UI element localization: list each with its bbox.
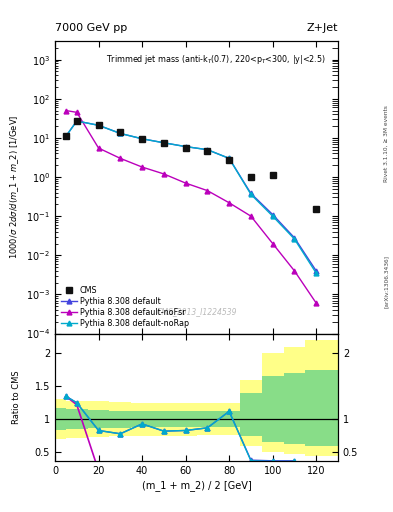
- Pythia 8.308 default-noRap: [162, 140, 166, 146]
- CMS: [64, 133, 68, 139]
- Pythia 8.308 default-noRap: [140, 136, 145, 142]
- Pythia 8.308 default-noRap: [205, 146, 210, 153]
- Bar: [262, 353, 284, 452]
- Pythia 8.308 default-noFsr: [205, 187, 210, 194]
- Bar: [153, 403, 175, 436]
- Pythia 8.308 default-noRap: [270, 213, 275, 219]
- Pythia 8.308 default-noRap: [74, 118, 79, 124]
- Bar: [284, 373, 305, 444]
- Text: Trimmed jet mass (anti-k$_T$(0.7), 220<p$_T$<300, |y|<2.5): Trimmed jet mass (anti-k$_T$(0.7), 220<p…: [106, 53, 325, 66]
- Y-axis label: Ratio to CMS: Ratio to CMS: [12, 370, 21, 424]
- Pythia 8.308 default-noFsr: [162, 171, 166, 177]
- Bar: [305, 340, 338, 456]
- Bar: [66, 410, 88, 429]
- Line: Pythia 8.308 default-noRap: Pythia 8.308 default-noRap: [64, 119, 319, 275]
- Pythia 8.308 default: [205, 146, 210, 153]
- CMS: [248, 174, 253, 180]
- Pythia 8.308 default: [140, 136, 145, 142]
- Pythia 8.308 default-noFsr: [96, 145, 101, 151]
- CMS: [227, 157, 231, 163]
- Pythia 8.308 default: [96, 122, 101, 129]
- Pythia 8.308 default-noRap: [314, 270, 319, 276]
- Pythia 8.308 default-noFsr: [314, 300, 319, 306]
- Line: Pythia 8.308 default: Pythia 8.308 default: [64, 119, 319, 273]
- Pythia 8.308 default-noRap: [96, 122, 101, 129]
- Pythia 8.308 default: [270, 211, 275, 218]
- Pythia 8.308 default: [74, 118, 79, 124]
- Bar: [262, 376, 284, 442]
- Legend: CMS, Pythia 8.308 default, Pythia 8.308 default-noFsr, Pythia 8.308 default-noRa: CMS, Pythia 8.308 default, Pythia 8.308 …: [59, 284, 191, 330]
- Pythia 8.308 default: [183, 143, 188, 150]
- CMS: [314, 206, 319, 212]
- Pythia 8.308 default: [314, 268, 319, 274]
- Bar: [66, 401, 88, 438]
- Pythia 8.308 default-noRap: [248, 191, 253, 198]
- Pythia 8.308 default: [227, 155, 231, 161]
- Bar: [218, 411, 240, 427]
- Pythia 8.308 default: [64, 133, 68, 139]
- Bar: [218, 403, 240, 435]
- Pythia 8.308 default: [162, 140, 166, 146]
- CMS: [140, 136, 145, 142]
- Text: CMS_2013_I1224539: CMS_2013_I1224539: [156, 307, 237, 316]
- Pythia 8.308 default-noFsr: [270, 241, 275, 247]
- Y-axis label: $1000/\sigma\ 2d\sigma/d(m\_1 + m\_2)$ [1/GeV]: $1000/\sigma\ 2d\sigma/d(m\_1 + m\_2)$ […: [8, 115, 21, 260]
- Pythia 8.308 default-noRap: [227, 155, 231, 161]
- Pythia 8.308 default-noFsr: [248, 213, 253, 219]
- Text: [arXiv:1306.3436]: [arXiv:1306.3436]: [384, 255, 388, 308]
- Bar: [88, 410, 109, 429]
- Bar: [131, 403, 153, 436]
- CMS: [162, 140, 166, 146]
- Line: CMS: CMS: [63, 118, 319, 212]
- CMS: [118, 129, 123, 135]
- CMS: [74, 118, 79, 124]
- Bar: [109, 402, 131, 436]
- Pythia 8.308 default-noFsr: [64, 108, 68, 114]
- Bar: [88, 401, 109, 437]
- Bar: [153, 411, 175, 427]
- Text: Rivet 3.1.10, ≥ 3M events: Rivet 3.1.10, ≥ 3M events: [384, 105, 388, 182]
- Pythia 8.308 default-noRap: [64, 133, 68, 139]
- Line: Pythia 8.308 default-noFsr: Pythia 8.308 default-noFsr: [64, 108, 319, 306]
- Bar: [240, 380, 262, 445]
- Bar: [175, 411, 196, 427]
- Text: 7000 GeV pp: 7000 GeV pp: [55, 23, 127, 33]
- Pythia 8.308 default-noFsr: [118, 155, 123, 161]
- Pythia 8.308 default: [248, 190, 253, 197]
- Bar: [196, 411, 218, 427]
- Pythia 8.308 default-noFsr: [227, 200, 231, 206]
- CMS: [270, 173, 275, 179]
- CMS: [205, 148, 210, 155]
- Pythia 8.308 default-noFsr: [74, 109, 79, 115]
- Bar: [284, 347, 305, 454]
- Bar: [175, 403, 196, 436]
- X-axis label: (m_1 + m_2) / 2 [GeV]: (m_1 + m_2) / 2 [GeV]: [141, 480, 252, 490]
- Pythia 8.308 default-noRap: [183, 143, 188, 150]
- Bar: [109, 411, 131, 428]
- Pythia 8.308 default-noRap: [118, 131, 123, 137]
- CMS: [96, 122, 101, 129]
- Text: Z+Jet: Z+Jet: [307, 23, 338, 33]
- Pythia 8.308 default-noFsr: [292, 268, 297, 274]
- Bar: [240, 393, 262, 436]
- Bar: [305, 370, 338, 445]
- Pythia 8.308 default-noFsr: [183, 180, 188, 186]
- Pythia 8.308 default-noFsr: [140, 164, 145, 170]
- Pythia 8.308 default: [292, 234, 297, 241]
- Bar: [55, 408, 66, 431]
- Bar: [55, 399, 66, 439]
- Pythia 8.308 default: [118, 131, 123, 137]
- CMS: [183, 145, 188, 151]
- Pythia 8.308 default-noRap: [292, 236, 297, 242]
- Bar: [131, 411, 153, 427]
- Bar: [196, 403, 218, 435]
